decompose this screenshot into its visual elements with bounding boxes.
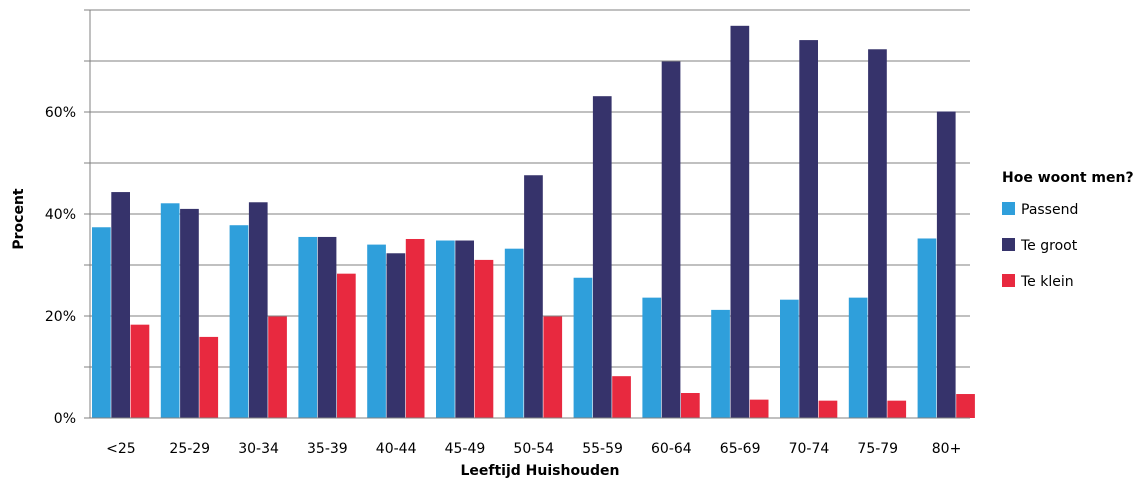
bar-te-groot-11 xyxy=(868,49,887,419)
x-tick-label: 40-44 xyxy=(376,441,417,457)
bar-te-klein-5 xyxy=(474,259,494,418)
bars xyxy=(92,25,975,419)
legend-swatch-te-groot xyxy=(1002,238,1015,251)
bar-passend-0 xyxy=(92,227,111,418)
x-tick-label: 45-49 xyxy=(445,441,486,457)
bar-te-groot-4 xyxy=(386,253,406,418)
bar-te-klein-6 xyxy=(543,316,563,418)
bar-te-groot-12 xyxy=(936,111,956,419)
bar-passend-1 xyxy=(160,203,180,418)
legend-items: Passend Te groot Te klein xyxy=(1002,202,1078,290)
bar-te-groot-10 xyxy=(799,40,818,419)
bar-te-klein-10 xyxy=(818,400,838,418)
x-tick-label: 35-39 xyxy=(307,441,348,457)
y-tick-labels: 0% 20% 40% 60% xyxy=(45,105,76,427)
bar-te-klein-1 xyxy=(199,336,219,418)
x-tick-label: 25-29 xyxy=(169,441,210,457)
bar-te-groot-3 xyxy=(317,236,337,418)
bar-te-groot-5 xyxy=(455,240,474,418)
bar-te-klein-12 xyxy=(956,394,975,418)
y-tick-label: 60% xyxy=(45,105,76,121)
bar-te-klein-8 xyxy=(681,393,700,418)
legend: Hoe woont men? Passend Te groot Te klein xyxy=(1002,170,1134,290)
bar-passend-2 xyxy=(229,225,249,418)
bar-te-klein-3 xyxy=(337,273,356,418)
bar-te-groot-2 xyxy=(248,202,268,418)
bar-passend-8 xyxy=(642,297,662,418)
y-tick-label: 0% xyxy=(54,411,76,427)
x-tick-label: 55-59 xyxy=(582,441,623,457)
bar-te-groot-0 xyxy=(111,192,130,418)
legend-label-te-klein: Te klein xyxy=(1020,274,1074,290)
x-tick-labels: <25 25-29 30-34 35-39 40-44 45-49 50-54 55-59 60… xyxy=(106,441,961,457)
y-axis-title: Procent xyxy=(11,188,27,250)
bar-passend-12 xyxy=(917,238,937,418)
bar-te-klein-2 xyxy=(268,316,287,418)
x-tick-label: 65-69 xyxy=(720,441,761,457)
y-tick-label: 20% xyxy=(45,309,76,325)
legend-swatch-te-klein xyxy=(1002,274,1015,287)
bar-te-groot-1 xyxy=(180,208,199,418)
bar-te-groot-9 xyxy=(730,25,750,419)
legend-label-passend: Passend xyxy=(1021,202,1078,218)
legend-swatch-passend xyxy=(1002,202,1015,215)
legend-title: Hoe woont men? xyxy=(1002,170,1134,186)
y-tick-label: 40% xyxy=(45,207,76,223)
x-tick-label: 30-34 xyxy=(238,441,279,457)
bar-passend-11 xyxy=(848,297,868,418)
bar-te-groot-8 xyxy=(661,61,681,418)
bar-te-klein-0 xyxy=(130,324,150,418)
x-tick-label: 70-74 xyxy=(789,441,830,457)
bar-passend-6 xyxy=(504,248,524,418)
bar-te-groot-7 xyxy=(592,96,612,418)
bar-te-klein-4 xyxy=(405,238,425,418)
bar-passend-10 xyxy=(780,299,799,418)
x-tick-label: 75-79 xyxy=(857,441,898,457)
legend-label-te-groot: Te groot xyxy=(1020,238,1078,254)
bar-te-klein-7 xyxy=(612,376,631,418)
bar-passend-4 xyxy=(367,244,386,418)
x-tick-label: 80+ xyxy=(932,441,962,457)
x-tick-label: 50-54 xyxy=(513,441,554,457)
bar-te-klein-11 xyxy=(887,400,907,418)
bar-passend-7 xyxy=(573,277,593,418)
bar-te-groot-6 xyxy=(524,175,543,418)
x-tick-label: <25 xyxy=(106,441,136,457)
bar-passend-5 xyxy=(436,240,455,418)
bar-passend-3 xyxy=(298,236,318,418)
bar-te-klein-9 xyxy=(749,399,769,418)
bar-passend-9 xyxy=(711,309,730,418)
x-tick-label: 60-64 xyxy=(651,441,692,457)
x-axis-title: Leeftijd Huishouden xyxy=(460,463,619,479)
